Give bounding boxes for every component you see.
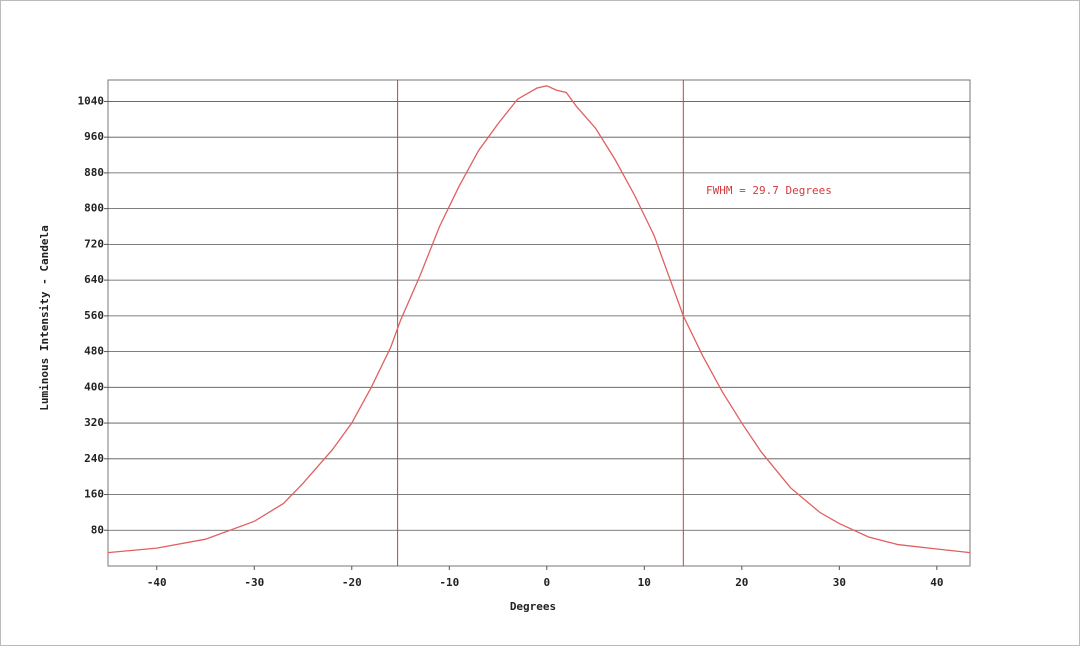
y-tick-label: 880 — [84, 166, 104, 179]
y-tick-label: 160 — [84, 488, 104, 501]
y-tick-label: 1040 — [78, 94, 105, 107]
x-tick-label: 30 — [833, 576, 846, 589]
x-tick-label: 10 — [638, 576, 651, 589]
x-tick-label: -10 — [439, 576, 459, 589]
y-tick-label: 720 — [84, 237, 104, 250]
y-tick-label: 560 — [84, 309, 104, 322]
y-tick-label: 960 — [84, 130, 104, 143]
curve — [107, 85, 971, 554]
x-tick-label: 40 — [930, 576, 943, 589]
y-tick-label: 800 — [84, 202, 104, 215]
y-tick-label: 640 — [84, 273, 104, 286]
x-tick-label: -40 — [147, 576, 167, 589]
x-tick-label: -20 — [342, 576, 362, 589]
x-axis-label: Degrees — [510, 600, 556, 613]
annotation: FWHM = 29.7 Degrees — [706, 184, 832, 197]
y-tick-label: 80 — [91, 523, 104, 536]
x-tick-label: 20 — [735, 576, 748, 589]
y-tick-label: 240 — [84, 452, 104, 465]
y-tick-label: 400 — [84, 380, 104, 393]
x-tick-label: 0 — [543, 576, 550, 589]
plot-area — [107, 79, 971, 567]
y-axis-label: Luminous Intensity - Candela — [38, 225, 51, 410]
x-tick-label: -30 — [244, 576, 264, 589]
y-tick-label: 480 — [84, 345, 104, 358]
y-tick-label: 320 — [84, 416, 104, 429]
